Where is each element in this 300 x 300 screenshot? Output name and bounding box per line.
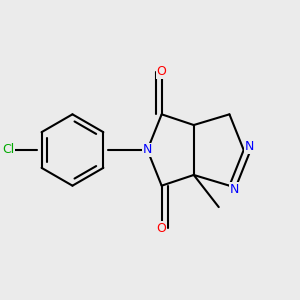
Text: N: N xyxy=(244,140,254,153)
Text: O: O xyxy=(157,65,166,78)
Text: N: N xyxy=(230,183,239,196)
Text: Cl: Cl xyxy=(2,143,14,157)
Text: N: N xyxy=(143,143,152,157)
Text: O: O xyxy=(157,222,166,235)
